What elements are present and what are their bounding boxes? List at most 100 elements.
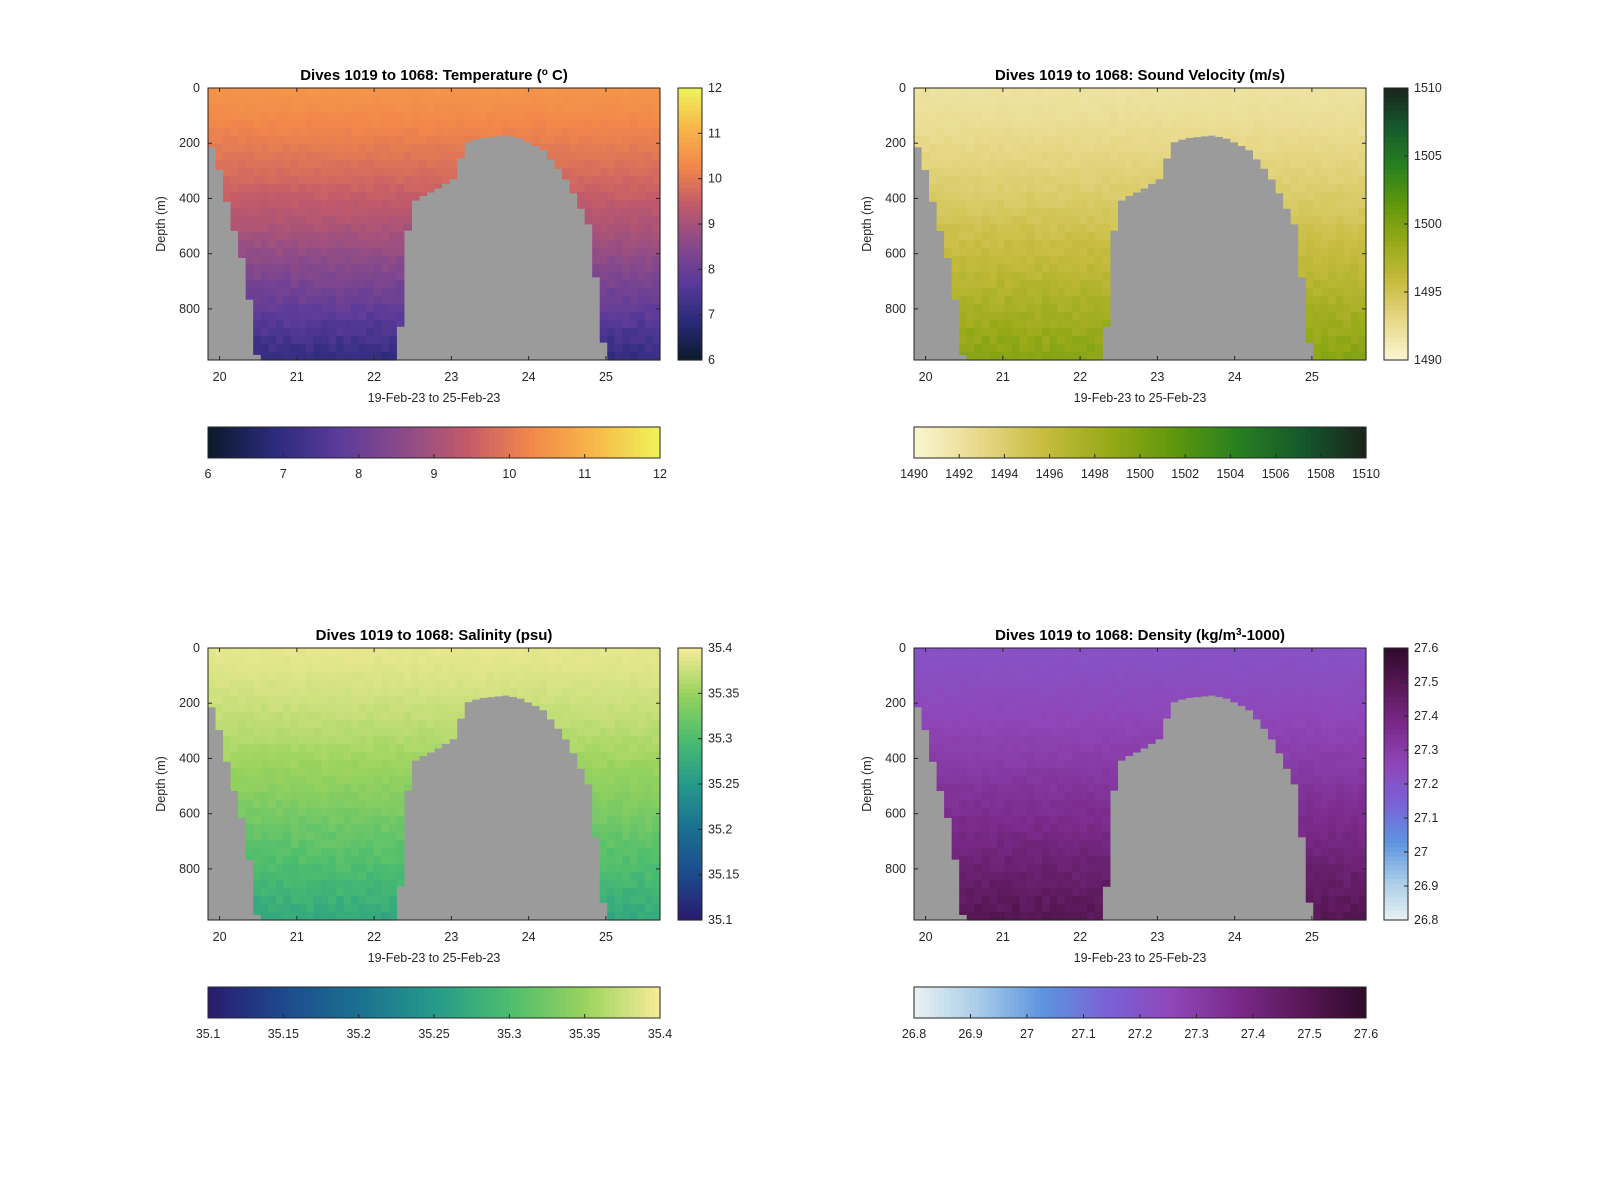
sound-velocity-heatmap-cell (1305, 192, 1314, 201)
density-heatmap-cell (951, 712, 960, 721)
sound-velocity-heatmap-cell (1094, 256, 1103, 265)
sound-velocity-heatmap-cell (1064, 208, 1073, 217)
salinity-heatmap-cell (343, 688, 352, 697)
temperature-heatmap-cell (298, 248, 307, 257)
sound-velocity-hcolorbar-segment (1029, 427, 1036, 458)
temperature-heatmap-cell (215, 112, 224, 121)
sound-velocity-heatmap-cell (951, 224, 960, 233)
temperature-heatmap-cell (381, 328, 390, 337)
sound-velocity-heatmap-cell (1079, 192, 1088, 201)
temperature-heatmap-cell (343, 312, 352, 321)
temperature-heatmap-cell (268, 192, 277, 201)
density-heatmap-cell (959, 776, 968, 785)
sound-velocity-heatmap-cell (959, 208, 968, 217)
salinity-heatmap-cell (313, 744, 322, 753)
salinity-heatmap-cell (358, 680, 367, 689)
sound-velocity-heatmap-cell (966, 304, 975, 313)
sound-velocity-hcolorbar-segment (1054, 427, 1061, 458)
temperature-heatmap-cell (629, 288, 638, 297)
sound-velocity-heatmap-cell (1049, 96, 1058, 105)
sound-velocity-hcolorbar-segment (1059, 427, 1066, 458)
temperature-heatmap-cell (313, 120, 322, 129)
salinity-title: Dives 1019 to 1068: Salinity (psu) (316, 627, 553, 644)
salinity-heatmap-cell (652, 816, 661, 825)
sound-velocity-heatmap-cell (1027, 248, 1036, 257)
sound-velocity-heatmap-cell (1094, 160, 1103, 169)
temperature-heatmap-cell (396, 312, 405, 321)
salinity-heatmap-cell (313, 776, 322, 785)
temperature-heatmap-cell (629, 248, 638, 257)
sound-velocity-heatmap-column (1162, 88, 1171, 159)
temperature-vcolorbar-segment (678, 174, 702, 180)
salinity-heatmap-cell (215, 680, 224, 689)
sound-velocity-heatmap-cell (1042, 88, 1051, 97)
temperature-heatmap-cell (501, 112, 510, 121)
sound-velocity-heatmap-cell (914, 120, 923, 129)
salinity-heatmap-cell (253, 840, 262, 849)
temperature-heatmap-cell (321, 184, 330, 193)
salinity-vcolorbar-segment (678, 716, 702, 722)
salinity-heatmap-cell (358, 808, 367, 817)
sound-velocity-heatmap-cell (1057, 216, 1066, 225)
salinity-heatmap-cell (524, 648, 533, 657)
temperature-heatmap-column (305, 88, 315, 361)
temperature-heatmap-cell (343, 256, 352, 265)
sound-velocity-heatmap-cell (1230, 88, 1239, 97)
salinity-heatmap-cell (411, 712, 420, 721)
sound-velocity-heatmap-cell (1358, 336, 1367, 345)
salinity-heatmap-cell (238, 744, 247, 753)
salinity-heatmap-cell (366, 880, 375, 889)
salinity-heatmap-cell (592, 696, 601, 705)
salinity-heatmap-cell (305, 720, 315, 729)
salinity-heatmap-cell (298, 840, 307, 849)
sound-velocity-heatmap-cell (1283, 120, 1292, 129)
temperature-heatmap-cell (253, 112, 262, 121)
salinity-heatmap-cell (373, 784, 382, 793)
sound-velocity-heatmap-cell (1290, 96, 1299, 105)
temperature-heatmap-cell (599, 280, 608, 289)
salinity-heatmap-cell (607, 912, 616, 921)
temperature-heatmap-cell (275, 328, 284, 337)
salinity-vcolorbar-segment (678, 797, 702, 803)
sound-velocity-heatmap-cell (1004, 144, 1013, 153)
sound-velocity-heatmap-cell (1283, 136, 1292, 145)
salinity-heatmap-cell (426, 656, 435, 665)
sound-velocity-vcolorbar-segment (1384, 146, 1408, 153)
salinity-heatmap-cell (614, 888, 623, 897)
sound-velocity-heatmap-cell (1268, 152, 1277, 161)
salinity-heatmap-cell (388, 808, 397, 817)
temperature-x-tick-label: 24 (522, 370, 536, 384)
salinity-heatmap-cell (637, 712, 646, 721)
salinity-heatmap-cell (418, 656, 428, 665)
temperature-heatmap-cell (358, 208, 367, 217)
temperature-hcolorbar-segment (228, 427, 234, 458)
sound-velocity-hcolorbar-segment (1250, 427, 1257, 458)
temperature-heatmap-cell (381, 272, 390, 281)
sound-velocity-vcolorbar-segment (1384, 106, 1408, 112)
sound-velocity-heatmap-cell (1102, 112, 1111, 121)
temperature-heatmap-cell (434, 88, 443, 97)
sound-velocity-heatmap-cell (981, 264, 990, 273)
sound-velocity-vcolorbar-segment (1384, 101, 1408, 107)
sound-velocity-heatmap-cell (1019, 280, 1028, 289)
salinity-heatmap-cell (321, 696, 330, 705)
temperature-heatmap-cell (637, 120, 646, 129)
salinity-heatmap-cell (313, 664, 322, 673)
temperature-heatmap-cell (305, 352, 315, 361)
temperature-hcolorbar-segment (494, 427, 500, 458)
temperature-hcolorbar-segment (624, 427, 631, 458)
sound-velocity-heatmap-cell (959, 256, 968, 265)
sound-velocity-heatmap-cell (1087, 160, 1096, 169)
sound-velocity-heatmap-cell (1237, 104, 1247, 113)
sound-velocity-heatmap-cell (1328, 152, 1337, 161)
salinity-heatmap-cell (305, 848, 315, 857)
temperature-heatmap-cell (366, 128, 375, 137)
salinity-heatmap-cell (373, 720, 382, 729)
temperature-heatmap-cell (253, 128, 262, 137)
sound-velocity-heatmap-cell (1027, 304, 1036, 313)
temperature-heatmap-cell (622, 144, 631, 153)
sound-velocity-heatmap-cell (1094, 328, 1103, 337)
temperature-heatmap-cell (305, 176, 315, 185)
sound-velocity-heatmap-cell (1140, 120, 1149, 129)
salinity-heatmap-cell (388, 736, 397, 745)
